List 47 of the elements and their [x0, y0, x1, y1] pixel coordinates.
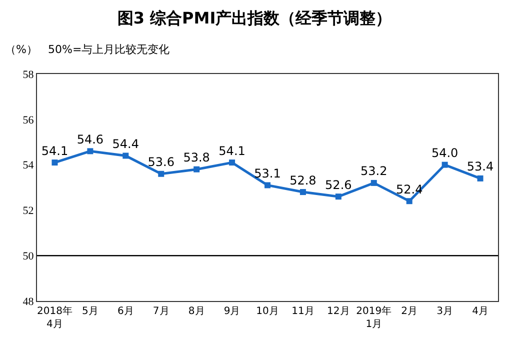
point: [122, 152, 129, 159]
data-label: 54.1: [41, 144, 68, 158]
point: [370, 180, 377, 186]
data-label: 54.4: [112, 136, 140, 151]
y-tick-label: 56: [22, 114, 34, 126]
x-tick-label: 4月: [472, 306, 488, 317]
x-tick-label: 10月: [256, 306, 279, 317]
data-label: 54.0: [431, 146, 458, 160]
text: 50%=与上月比较无变化: [48, 43, 170, 56]
x-tick-label: 12月: [327, 306, 350, 317]
x-tick-label: 2018年 4月: [37, 305, 72, 330]
data-label: 53.6: [148, 155, 174, 170]
data-label: 53.4: [466, 160, 494, 174]
data-label: 54.6: [76, 132, 104, 146]
text: （%）: [5, 43, 38, 56]
y-tick-label: 54: [22, 160, 34, 172]
x-tick-label: 11月: [292, 306, 314, 317]
point: [335, 194, 342, 200]
x-tick-label: 2月: [401, 306, 418, 317]
x-tick-label: 2019年 1月: [356, 305, 392, 330]
data-label: 53.1: [254, 166, 281, 180]
point: [264, 182, 270, 188]
x-tick-label: 8月: [188, 306, 205, 317]
y-tick-label: 50: [22, 250, 34, 262]
data-label: 54.1: [218, 144, 246, 158]
data-label: 52.8: [290, 173, 316, 188]
data-label: 53.2: [360, 164, 388, 178]
x-tick-label: 3月: [436, 306, 453, 317]
x-tick-label: 6月: [117, 306, 134, 317]
y-tick-label: 58: [22, 68, 34, 81]
point: [300, 189, 306, 196]
chart-title: 图3 综合PMI产出指数（经季节调整）: [117, 8, 392, 28]
data-label: 52.6: [325, 178, 352, 192]
data-label: 53.8: [183, 150, 210, 165]
point: [194, 166, 200, 172]
point: [158, 170, 164, 177]
x-tick-label: 7月: [152, 306, 170, 317]
point: [406, 198, 412, 204]
point: [477, 175, 484, 182]
point: [229, 160, 236, 166]
point: [52, 160, 58, 166]
x-tick-label: 5月: [82, 306, 98, 317]
y-tick-label: 48: [22, 296, 34, 308]
point: [87, 148, 94, 154]
x-tick-label: 9月: [224, 306, 240, 317]
point: [442, 162, 448, 168]
y-tick-label: 52: [22, 205, 34, 218]
